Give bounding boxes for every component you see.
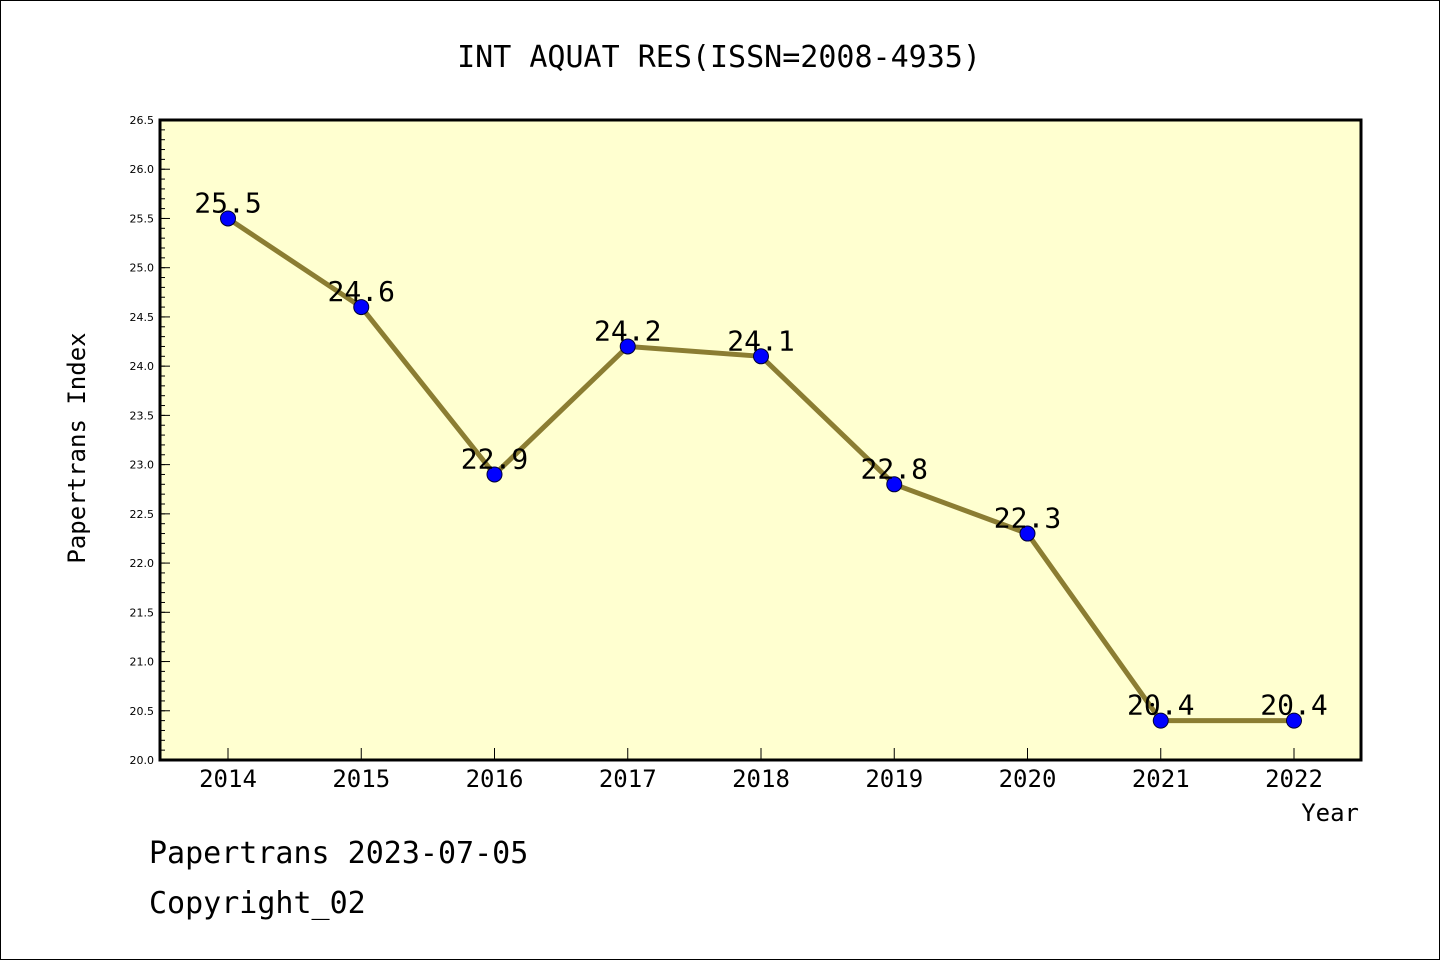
data-point [1019, 525, 1036, 542]
data-label: 25.5 [194, 186, 261, 219]
x-tick-label: 2014 [199, 765, 257, 793]
y-tick-label: 21.5 [130, 606, 155, 619]
y-axis-label: Papertrans Index [63, 332, 91, 563]
y-tick-label: 22.0 [130, 557, 155, 570]
x-tick-label: 2015 [332, 765, 390, 793]
y-tick-label: 24.0 [130, 360, 155, 373]
data-label: 22.8 [861, 452, 928, 485]
x-tick-label: 2022 [1265, 765, 1323, 793]
y-tick-label: 23.0 [130, 459, 155, 472]
data-point [486, 466, 503, 483]
data-point [353, 299, 370, 316]
y-tick-label: 26.0 [130, 163, 155, 176]
data-point [753, 348, 769, 365]
data-label: 20.4 [1127, 689, 1194, 722]
y-tick-label: 26.5 [130, 114, 155, 127]
y-tick-label: 23.5 [130, 409, 155, 422]
data-labels: 25.5 24.6 22.9 24.2 24.1 22.8 22.3 20.4 20.4 [194, 186, 1327, 721]
footer-copyright-text: Copyright_02 [149, 886, 366, 921]
y-tick-label: 20.0 [130, 754, 155, 767]
x-tick-label: 2019 [865, 765, 923, 793]
y-tick-label: 21.0 [130, 656, 155, 669]
x-tick-label: 2017 [599, 765, 657, 793]
data-point [619, 338, 636, 355]
y-tick-label: 20.5 [130, 705, 155, 718]
data-point [886, 476, 903, 493]
x-axis-ticks: 2014 2015 2016 2017 2018 2019 2020 2021 2022 [199, 748, 1323, 793]
footer-date-text: Papertrans 2023-07-05 [149, 836, 528, 871]
chart-title: INT AQUAT RES(ISSN=2008-4935) [457, 40, 981, 75]
data-label: 24.2 [594, 314, 661, 347]
y-tick-label: 24.5 [130, 311, 155, 324]
plot-border [158, 118, 1363, 762]
data-label: 24.1 [727, 324, 794, 357]
data-point [1152, 712, 1169, 729]
y-axis-ticks: 20.0 20.5 21.0 21.5 22.0 22.5 23.0 23.5 24.0 24.5… [130, 114, 170, 767]
x-axis-label: Year [1301, 799, 1359, 827]
data-label: 22.3 [994, 502, 1061, 535]
y-tick-label: 25.0 [130, 262, 155, 275]
x-tick-label: 2016 [466, 765, 524, 793]
data-points [220, 210, 1302, 729]
data-point [220, 210, 236, 227]
y-tick-label: 25.5 [130, 212, 155, 225]
data-point [1286, 712, 1302, 729]
x-tick-label: 2020 [999, 765, 1057, 793]
y-tick-label: 22.5 [130, 508, 155, 521]
x-tick-label: 2021 [1132, 765, 1190, 793]
plot-area [160, 120, 1361, 760]
data-label: 22.9 [461, 442, 528, 475]
data-label: 24.6 [328, 275, 395, 308]
data-label: 20.4 [1260, 689, 1327, 722]
x-tick-label: 2018 [732, 765, 790, 793]
